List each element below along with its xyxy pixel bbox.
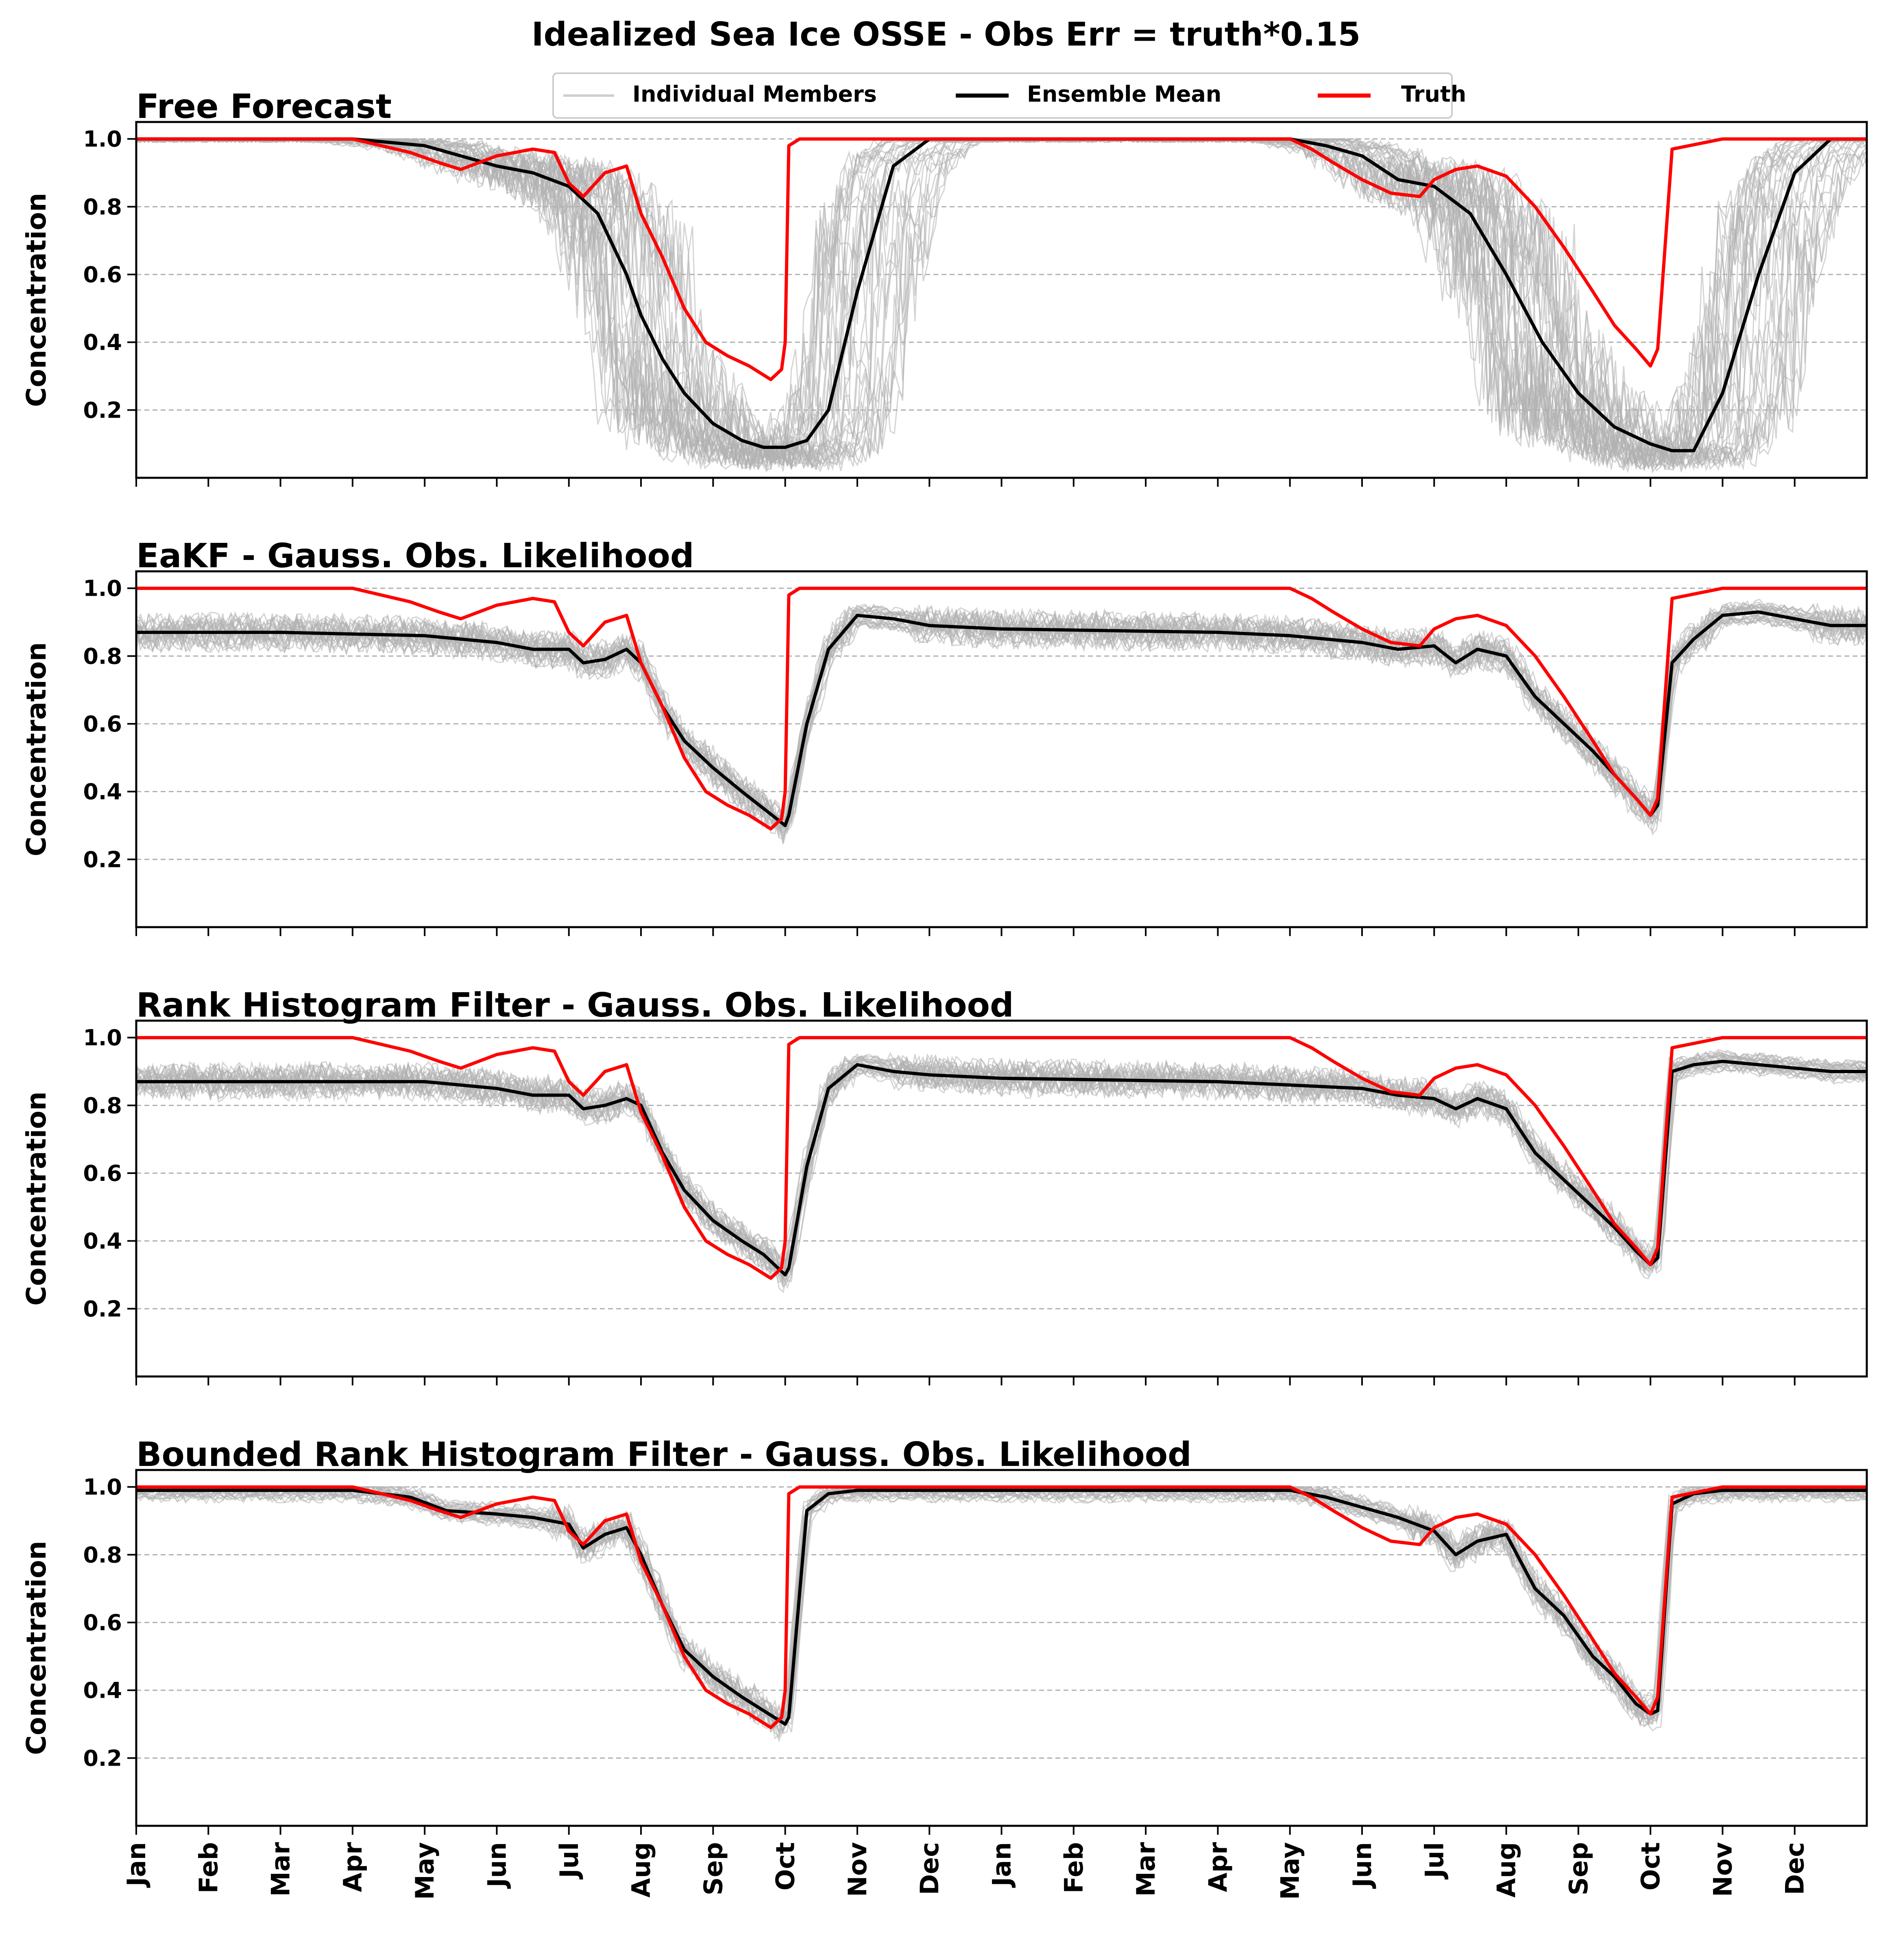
x-tick-label: Nov <box>1708 1842 1737 1897</box>
y-tick-label: 0.4 <box>83 1678 122 1703</box>
x-tick-label: Sep <box>698 1842 728 1895</box>
panel-brhf: 0.2 0.4 0.6 0.8 1.0 Jan Feb Mar Apr May Jun Jul Aug S… <box>21 1435 1868 1900</box>
member-line <box>136 1061 1867 1288</box>
x-tick-label: Jan <box>987 1842 1017 1888</box>
y-tick-label: 0.2 <box>83 397 122 423</box>
y-tick-label: 0.8 <box>83 194 122 220</box>
legend: Individual Members Ensemble Mean Truth <box>552 72 1466 119</box>
y-axis-label: Concentration <box>21 193 52 407</box>
x-tick-label: Aug <box>626 1842 656 1898</box>
y-axis-label: Concentration <box>21 1541 52 1755</box>
y-tick-label: 1.0 <box>83 126 122 152</box>
y-tick-label: 0.6 <box>83 262 122 287</box>
x-tick-label: Jul <box>554 1842 584 1879</box>
x-tick-label: Aug <box>1492 1842 1521 1898</box>
plot-area <box>136 137 1867 474</box>
y-tick-label: 0.6 <box>83 1161 122 1186</box>
y-tick-label: 1.0 <box>83 1025 122 1051</box>
x-tick-label: Jun <box>1347 1842 1377 1889</box>
member-line <box>136 601 1867 827</box>
y-tick-label: 0.6 <box>83 1610 122 1636</box>
member-line <box>136 1492 1867 1739</box>
x-tick-label: Sep <box>1564 1842 1593 1895</box>
ensemble-mean-line <box>136 1489 1867 1726</box>
x-tick-label: Nov <box>843 1842 872 1897</box>
x-tick-label: May <box>1275 1842 1305 1900</box>
ensemble-mean-line <box>136 1060 1867 1276</box>
y-tick-label: 0.8 <box>83 1093 122 1118</box>
y-tick-label: 0.4 <box>83 1228 122 1254</box>
x-tick-label: Dec <box>1780 1842 1810 1895</box>
y-tick-label: 0.4 <box>83 330 122 355</box>
y-tick-label: 1.0 <box>83 576 122 601</box>
panel-title: EaKF - Gauss. Obs. Likelihood <box>136 537 694 575</box>
panel-rhf: 0.2 0.4 0.6 0.8 1.0 Rank Histogram Filter - G… <box>21 986 1868 1385</box>
y-tick-label: 0.2 <box>83 1296 122 1322</box>
x-tick-label: Feb <box>1059 1842 1089 1893</box>
truth-line <box>136 1036 1867 1280</box>
panel-free-forecast: 0.2 0.4 0.6 0.8 1.0 Free Forecast Concentratio… <box>21 87 1868 487</box>
y-tick-label: 0.4 <box>83 779 122 805</box>
y-axis-label: Concentration <box>21 642 52 856</box>
y-tick-label: 0.6 <box>83 711 122 737</box>
x-tick-label: Mar <box>1131 1842 1161 1897</box>
figure-title: Idealized Sea Ice OSSE - Obs Err = truth… <box>532 15 1360 53</box>
legend-members-label: Individual Members <box>632 81 877 107</box>
legend-truth-label: Truth <box>1401 81 1466 107</box>
panel-eakf: 0.2 0.4 0.6 0.8 1.0 EaKF - Gauss. Obs. Likeli… <box>21 537 1868 936</box>
x-tick-label: May <box>410 1842 440 1900</box>
plot-area <box>136 1485 1867 1743</box>
panel-title: Rank Histogram Filter - Gauss. Obs. Like… <box>136 986 1014 1025</box>
x-tick-label: Jan <box>122 1842 151 1888</box>
x-tick-label: Jun <box>482 1842 512 1889</box>
x-tick-label: Apr <box>338 1842 368 1892</box>
x-tick-label: Oct <box>771 1842 800 1890</box>
x-tick-label: Mar <box>266 1842 296 1897</box>
y-tick-label: 0.8 <box>83 1542 122 1568</box>
y-tick-label: 1.0 <box>83 1474 122 1500</box>
plot-area <box>136 1036 1867 1294</box>
y-tick-label: 0.2 <box>83 847 122 872</box>
member-line <box>136 612 1867 828</box>
truth-line <box>136 137 1867 381</box>
ensemble-mean-line <box>136 610 1867 827</box>
x-tick-label: Dec <box>915 1842 944 1895</box>
truth-line <box>136 586 1867 831</box>
y-tick-label: 0.2 <box>83 1745 122 1771</box>
member-line <box>136 603 1867 819</box>
x-tick-label: Feb <box>194 1842 223 1893</box>
y-tick-label: 0.8 <box>83 643 122 669</box>
x-tick-label: Jul <box>1419 1842 1449 1879</box>
member-line <box>136 610 1867 830</box>
panels: 0.2 0.4 0.6 0.8 1.0 Free Forecast Concentratio… <box>21 87 1868 1900</box>
truth-line <box>136 1485 1867 1729</box>
y-axis-label: Concentration <box>21 1091 52 1306</box>
panel-title: Bounded Rank Histogram Filter - Gauss. O… <box>136 1435 1192 1474</box>
member-line <box>136 1056 1867 1279</box>
panel-title: Free Forecast <box>136 87 392 126</box>
member-line <box>136 138 1867 470</box>
member-line <box>136 1049 1867 1277</box>
x-tick-label: Oct <box>1636 1842 1665 1890</box>
plot-area <box>136 586 1867 845</box>
member-line <box>136 615 1867 839</box>
legend-mean-label: Ensemble Mean <box>1027 81 1221 107</box>
x-tick-label: Apr <box>1203 1842 1233 1892</box>
